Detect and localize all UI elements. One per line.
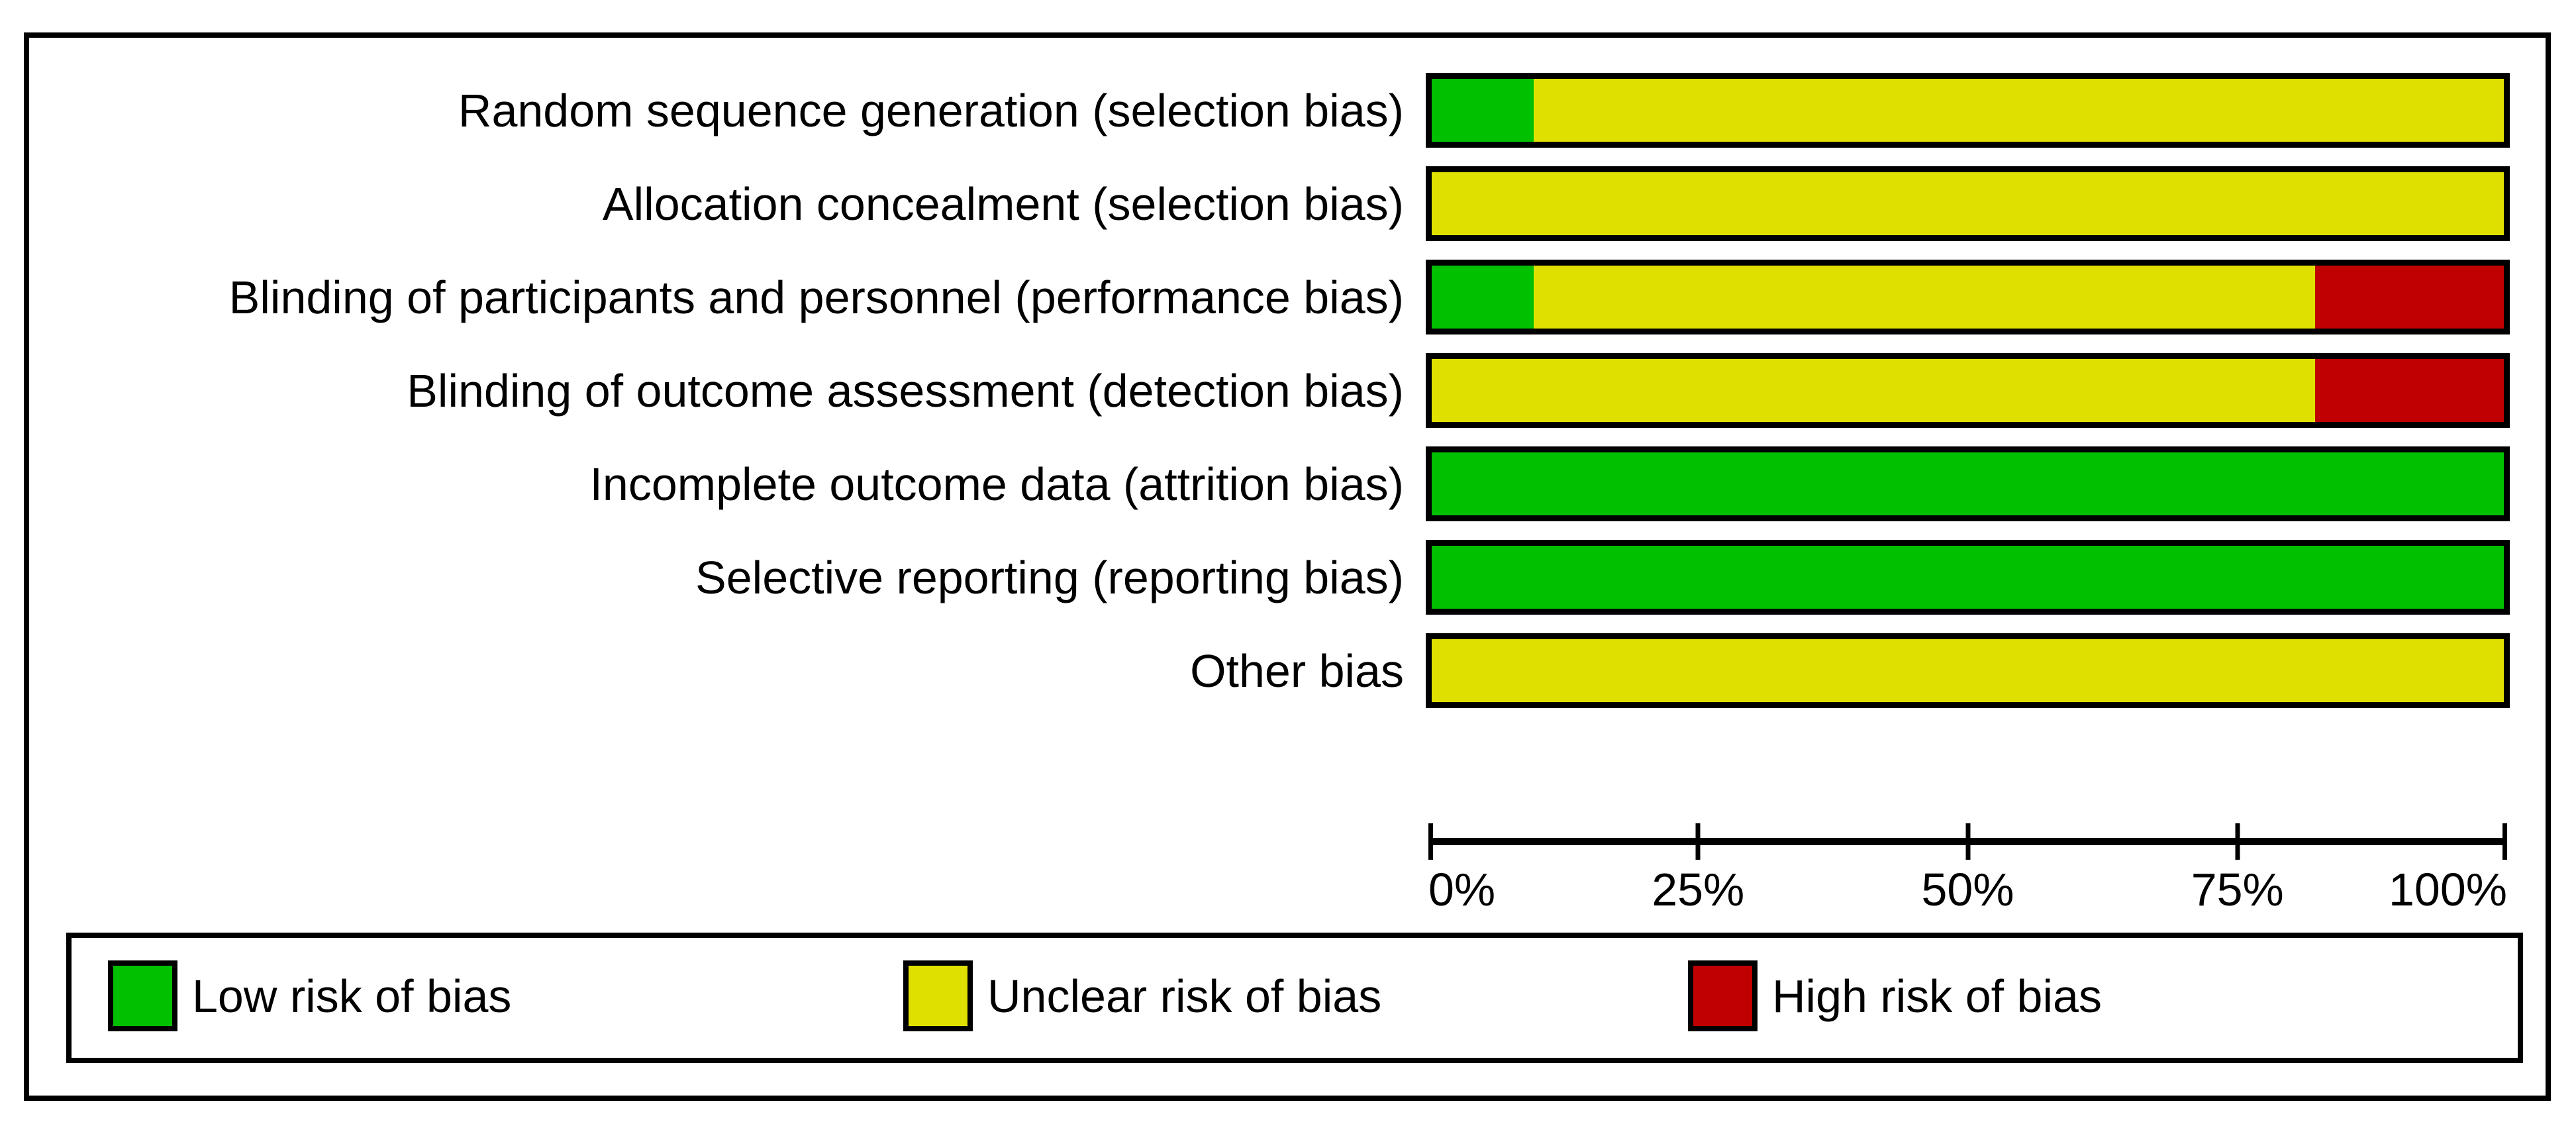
axis-tick [2235,823,2240,860]
bar-row: Blinding of outcome assessment (detectio… [29,353,2510,428]
bar-row: Selective reporting (reporting bias) [29,540,2510,615]
legend-item: Low risk of bias [108,960,511,1031]
axis-tick-label: 50% [1921,864,2014,915]
bar-segment-high-risk-of-bias [2315,266,2504,329]
legend-swatch-unclear-risk-of-bias [903,960,973,1031]
legend-item: High risk of bias [1688,960,2102,1031]
row-label: Blinding of participants and personnel (… [228,271,1404,323]
bar-segment-low-risk-of-bias [1432,452,2504,515]
stacked-bar [1426,540,2510,615]
legend-item: Unclear risk of bias [903,960,1381,1031]
axis-tick [1965,823,1970,860]
legend: Low risk of bias Unclear risk of bias High… [66,933,2523,1063]
axis-tick-label: 0% [1428,864,1496,915]
stacked-bar [1426,633,2510,708]
bar-segment-high-risk-of-bias [2315,359,2504,422]
chart-frame: Random sequence generation (selection bi… [24,32,2551,1101]
bar-rows-container: Random sequence generation (selection bi… [29,73,2510,727]
row-label: Blinding of outcome assessment (detectio… [407,364,1404,417]
bar-segment-low-risk-of-bias [1432,79,1534,142]
bar-segment-unclear-risk-of-bias [1432,639,2504,702]
axis-tick [2502,823,2507,860]
row-label: Incomplete outcome data (attrition bias) [589,458,1404,510]
stacked-bar [1426,353,2510,428]
row-label: Other bias [1190,644,1404,697]
stacked-bar [1426,166,2510,241]
bar-row: Blinding of participants and personnel (… [29,260,2510,334]
axis-tick-zone [1428,823,2507,860]
axis-tick-labels: 0% 25% 50% 75% 100% [1428,866,2507,919]
row-label: Random sequence generation (selection bi… [458,84,1404,136]
bar-segment-unclear-risk-of-bias [1432,359,2316,422]
legend-label: Low risk of bias [192,970,512,1022]
bar-segment-unclear-risk-of-bias [1432,172,2504,235]
bar-segment-unclear-risk-of-bias [1533,79,2504,142]
row-label: Allocation concealment (selection bias) [602,178,1404,230]
bar-row: Incomplete outcome data (attrition bias) [29,446,2510,521]
axis-tick-label: 25% [1652,864,1745,915]
stacked-bar [1426,73,2510,148]
axis-tick [1695,823,1701,860]
bar-segment-low-risk-of-bias [1432,266,1534,329]
stacked-bar [1426,446,2510,521]
bar-row: Other bias [29,633,2510,708]
axis-tick-label: 100% [2388,864,2507,915]
row-label: Selective reporting (reporting bias) [695,551,1404,603]
bar-segment-unclear-risk-of-bias [1533,266,2316,329]
bar-row: Allocation concealment (selection bias) [29,166,2510,241]
legend-swatch-high-risk-of-bias [1688,960,1758,1031]
bar-segment-low-risk-of-bias [1432,546,2504,609]
legend-label: Unclear risk of bias [987,970,1382,1022]
legend-label: High risk of bias [1772,970,2102,1022]
axis-tick [1428,823,1433,860]
axis-tick-label: 75% [2191,864,2284,915]
legend-swatch-low-risk-of-bias [108,960,177,1031]
bar-row: Random sequence generation (selection bi… [29,73,2510,148]
x-axis: 0% 25% 50% 75% 100% [1426,823,2510,956]
stacked-bar [1426,260,2510,334]
